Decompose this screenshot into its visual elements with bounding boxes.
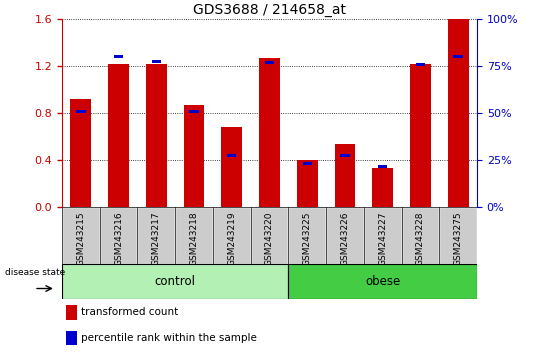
Bar (340, 154, 350, 157)
Bar (189, 110, 199, 113)
Bar (410, 64, 431, 207)
Bar (71, 99, 91, 207)
Bar (372, 169, 393, 207)
Bar (288, 264, 477, 299)
Bar (227, 154, 237, 157)
Bar (151, 60, 161, 63)
Bar (288, 207, 326, 264)
Bar (251, 207, 288, 264)
Text: GSM243219: GSM243219 (227, 211, 236, 266)
Text: GSM243215: GSM243215 (77, 211, 85, 266)
Text: GSM243216: GSM243216 (114, 211, 123, 266)
Bar (402, 207, 439, 264)
Bar (222, 127, 242, 207)
Bar (448, 19, 468, 207)
Text: GSM243228: GSM243228 (416, 211, 425, 266)
Text: GSM243218: GSM243218 (190, 211, 198, 266)
Bar (439, 207, 477, 264)
Text: GSM243217: GSM243217 (152, 211, 161, 266)
Bar (213, 207, 251, 264)
Bar (62, 207, 100, 264)
Text: disease state: disease state (5, 268, 65, 277)
Bar (259, 58, 280, 207)
Bar (66, 331, 77, 346)
Bar (76, 110, 86, 113)
Bar (265, 61, 274, 64)
Title: GDS3688 / 214658_at: GDS3688 / 214658_at (193, 3, 346, 17)
Text: GSM243227: GSM243227 (378, 211, 387, 266)
Bar (297, 160, 317, 207)
Bar (137, 207, 175, 264)
Bar (108, 64, 129, 207)
Text: obese: obese (365, 275, 400, 288)
Bar (66, 305, 77, 320)
Bar (184, 105, 204, 207)
Bar (378, 165, 388, 169)
Bar (302, 162, 312, 165)
Text: GSM243220: GSM243220 (265, 211, 274, 266)
Text: control: control (155, 275, 196, 288)
Bar (453, 55, 463, 58)
Bar (62, 264, 288, 299)
Bar (114, 55, 123, 58)
Bar (100, 207, 137, 264)
Bar (364, 207, 402, 264)
Bar (326, 207, 364, 264)
Text: transformed count: transformed count (81, 308, 178, 318)
Text: percentile rank within the sample: percentile rank within the sample (81, 333, 257, 343)
Bar (416, 63, 425, 67)
Text: GSM243275: GSM243275 (454, 211, 462, 266)
Text: GSM243226: GSM243226 (341, 211, 349, 266)
Bar (335, 144, 355, 207)
Bar (146, 64, 167, 207)
Text: GSM243225: GSM243225 (303, 211, 312, 266)
Bar (175, 207, 213, 264)
